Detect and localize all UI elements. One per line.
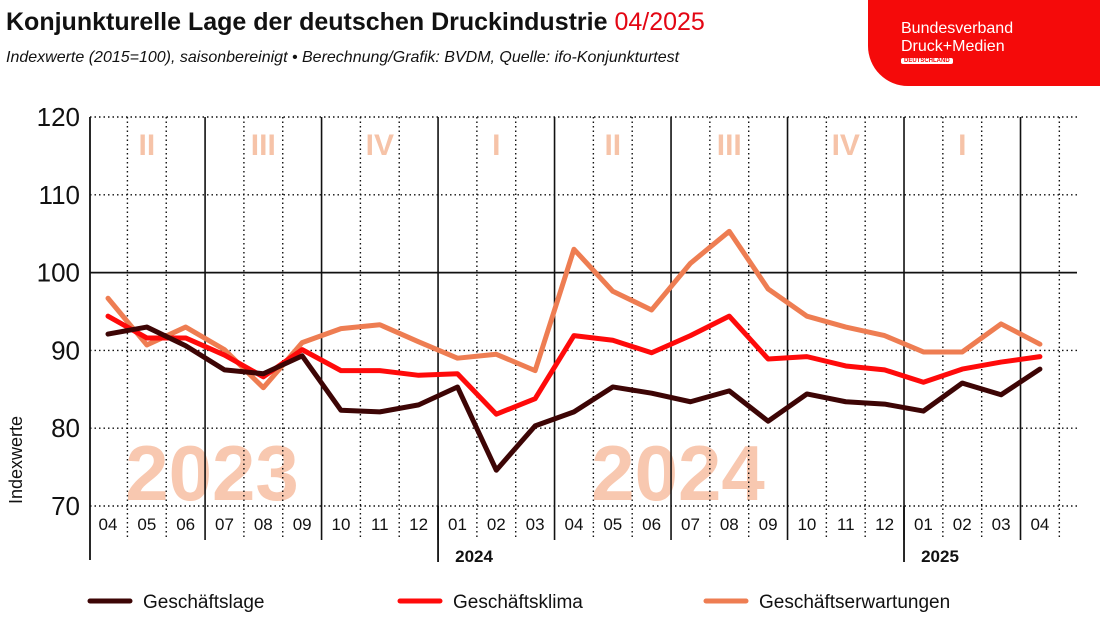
x-tick-label: 02: [953, 515, 972, 534]
series-line-geschäftserwartungen: [105, 228, 1043, 391]
x-tick-label: 07: [215, 515, 234, 534]
x-tick-label: 11: [371, 515, 389, 534]
y-axis-title: Indexwerte: [6, 416, 26, 504]
y-tick-label: 110: [39, 180, 80, 210]
x-tick-label: 05: [603, 515, 622, 534]
x-tick-label: 10: [332, 515, 351, 534]
title-text: Konjunkturelle Lage der deutschen Drucki…: [6, 8, 608, 36]
y-tick-label: 90: [51, 335, 80, 365]
year-label: 2024: [455, 547, 493, 566]
x-tick-label: 12: [875, 515, 894, 534]
x-tick-label: 05: [137, 515, 156, 534]
year-watermark: 2024: [591, 429, 765, 517]
x-tick-label: 08: [720, 515, 739, 534]
quarter-label: IV: [832, 129, 860, 162]
x-tick-label: 08: [254, 515, 273, 534]
x-tick-label: 01: [914, 515, 933, 534]
chart-title: Konjunkturelle Lage der deutschen Drucki…: [6, 8, 705, 37]
x-tick-label: 03: [992, 515, 1011, 534]
x-tick-label: 12: [409, 515, 428, 534]
bvdm-logo: Bundesverband Druck+Medien DEUTSCHLAND: [868, 0, 1100, 86]
legend-label: Geschäftserwartungen: [759, 592, 950, 613]
legend-label: Geschäftsklima: [453, 592, 583, 613]
quarter-label: III: [251, 129, 276, 162]
title-date: 04/2025: [614, 8, 705, 36]
x-tick-label: 03: [526, 515, 545, 534]
logo-line-3: DEUTSCHLAND: [901, 58, 953, 64]
series-line-geschäftsklima: [105, 313, 1043, 417]
x-tick-label: 11: [837, 515, 855, 534]
chart-subtitle: Indexwerte (2015=100), saisonbereinigt •…: [6, 49, 680, 66]
x-tick-label: 04: [99, 515, 118, 534]
x-tick-label: 07: [681, 515, 700, 534]
y-tick-label: 120: [37, 102, 80, 132]
quarter-label: I: [492, 129, 500, 162]
x-tick-label: 06: [176, 515, 195, 534]
x-tick-label: 09: [293, 515, 312, 534]
quarter-label: I: [958, 129, 966, 162]
quarter-label: II: [138, 129, 155, 162]
x-tick-label: 02: [487, 515, 506, 534]
quarter-label: II: [604, 129, 621, 162]
logo-line-2: Druck+Medien: [901, 38, 1005, 55]
x-tick-label: 04: [564, 515, 583, 534]
year-watermark: 2023: [125, 429, 299, 517]
legend-label: Geschäftslage: [143, 592, 264, 613]
y-tick-label: 80: [51, 413, 80, 443]
x-tick-label: 04: [1030, 515, 1049, 534]
x-tick-label: 06: [642, 515, 661, 534]
x-tick-label: 09: [759, 515, 778, 534]
y-tick-label: 70: [51, 491, 80, 521]
quarter-label: IV: [366, 129, 394, 162]
logo-line-1: Bundesverband: [901, 20, 1014, 37]
y-tick-label: 100: [37, 258, 80, 288]
x-tick-label: 01: [448, 515, 467, 534]
year-label: 2025: [921, 547, 959, 566]
quarter-label: III: [717, 129, 742, 162]
x-tick-label: 10: [797, 515, 816, 534]
